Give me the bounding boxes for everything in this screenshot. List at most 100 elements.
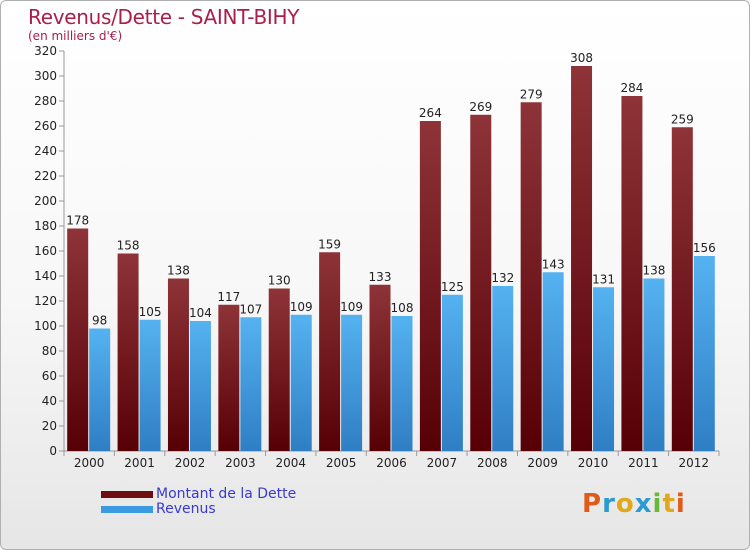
y-tick-label: 200	[34, 194, 57, 208]
x-tick-label: 2011	[628, 456, 659, 470]
y-tick-label: 220	[34, 169, 57, 183]
x-tick-label: 2005	[326, 456, 357, 470]
bar-debt	[621, 96, 643, 451]
data-label-revenue: 109	[290, 300, 313, 314]
y-tick-label: 160	[34, 244, 57, 258]
y-tick-label: 100	[34, 319, 57, 333]
y-tick-label: 40	[42, 394, 57, 408]
logo-letter: x	[634, 489, 653, 519]
x-tick-label: 2008	[477, 456, 508, 470]
bar-debt	[671, 127, 693, 451]
x-tick-label: 2006	[376, 456, 407, 470]
data-label-revenue: 104	[189, 306, 212, 320]
bar-revenue	[139, 319, 161, 451]
bar-debt	[520, 102, 542, 451]
logo-letter: i	[652, 489, 663, 519]
legend-swatch-debt	[101, 491, 153, 498]
data-label-debt: 178	[66, 214, 89, 228]
y-tick-label: 20	[42, 419, 57, 433]
data-label-revenue: 105	[139, 305, 162, 319]
data-label-revenue: 132	[491, 271, 514, 285]
bar-revenue	[693, 256, 715, 451]
x-tick-label: 2007	[427, 456, 458, 470]
legend-label-revenue: Revenus	[156, 501, 216, 517]
bar-revenue	[492, 286, 514, 451]
y-tick-label: 0	[49, 444, 57, 458]
data-label-revenue: 108	[391, 301, 414, 315]
bar-debt	[67, 228, 89, 451]
proxiti-logo: Proxiti	[582, 489, 686, 519]
data-label-revenue: 98	[92, 314, 107, 328]
chart-subtitle: (en milliers d'€)	[28, 29, 123, 43]
data-label-debt: 269	[469, 100, 492, 114]
data-label-debt: 130	[268, 274, 291, 288]
legend-swatch-revenue	[101, 506, 153, 513]
y-tick-label: 60	[42, 369, 57, 383]
x-tick-label: 2010	[578, 456, 609, 470]
bar-revenue	[593, 287, 615, 451]
y-tick-label: 80	[42, 344, 57, 358]
bar-debt	[369, 284, 391, 451]
logo-letter: i	[675, 489, 686, 519]
x-tick-label: 2003	[225, 456, 256, 470]
bar-debt	[470, 114, 492, 451]
bar-revenue	[341, 314, 363, 451]
x-tick-label: 2004	[275, 456, 306, 470]
bars	[67, 66, 715, 451]
bar-debt	[268, 288, 290, 451]
data-label-revenue: 131	[592, 272, 615, 286]
y-tick-label: 120	[34, 294, 57, 308]
axes: 0 20 40 60 80 100 120 140 160 180 200 220 240 260 280 3…	[34, 44, 720, 470]
bar-debt	[319, 252, 341, 451]
data-label-revenue: 156	[693, 241, 716, 255]
data-label-debt: 138	[167, 264, 190, 278]
bar-revenue	[189, 321, 211, 451]
data-label-debt: 133	[369, 270, 392, 284]
bar-revenue	[89, 328, 111, 451]
logo-letter: r	[602, 489, 616, 519]
data-label-debt: 284	[620, 81, 643, 95]
x-tick-label: 2000	[74, 456, 105, 470]
y-tick-label: 140	[34, 269, 57, 283]
bar-revenue	[542, 272, 564, 451]
bar-debt	[419, 121, 441, 451]
bar-revenue	[643, 278, 665, 451]
bar-revenue	[240, 317, 262, 451]
data-label-debt: 259	[671, 112, 694, 126]
bar-revenue	[441, 294, 463, 451]
y-tick-label: 260	[34, 119, 57, 133]
x-tick-label: 2002	[175, 456, 206, 470]
bar-debt	[117, 253, 139, 451]
data-label-revenue: 143	[542, 257, 565, 271]
y-tick-label: 280	[34, 94, 57, 108]
logo-letter: P	[582, 489, 603, 519]
data-label-revenue: 138	[642, 264, 665, 278]
chart-title: Revenus/Dette - SAINT-BIHY	[28, 5, 300, 29]
logo-letter: t	[662, 489, 676, 519]
y-tick-label: 240	[34, 144, 57, 158]
data-label-debt: 159	[318, 237, 341, 251]
x-tick-label: 2009	[527, 456, 558, 470]
bar-revenue	[290, 314, 312, 451]
bar-debt	[167, 278, 189, 451]
y-tick-label: 320	[34, 44, 57, 58]
data-label-debt: 117	[217, 290, 240, 304]
y-tick-label: 300	[34, 69, 57, 83]
logo-letter: o	[615, 489, 635, 519]
data-label-debt: 308	[570, 51, 593, 65]
bar-debt	[218, 304, 240, 451]
legend-label-debt: Montant de la Dette	[156, 486, 297, 502]
bar-revenue	[391, 316, 413, 451]
data-label-revenue: 109	[340, 300, 363, 314]
data-label-debt: 279	[520, 87, 543, 101]
data-label-revenue: 107	[239, 302, 262, 316]
data-label-debt: 264	[419, 106, 442, 120]
bar-debt	[571, 66, 593, 451]
y-tick-label: 180	[34, 219, 57, 233]
x-tick-label: 2001	[124, 456, 155, 470]
x-tick-label: 2012	[679, 456, 710, 470]
data-label-revenue: 125	[441, 280, 464, 294]
